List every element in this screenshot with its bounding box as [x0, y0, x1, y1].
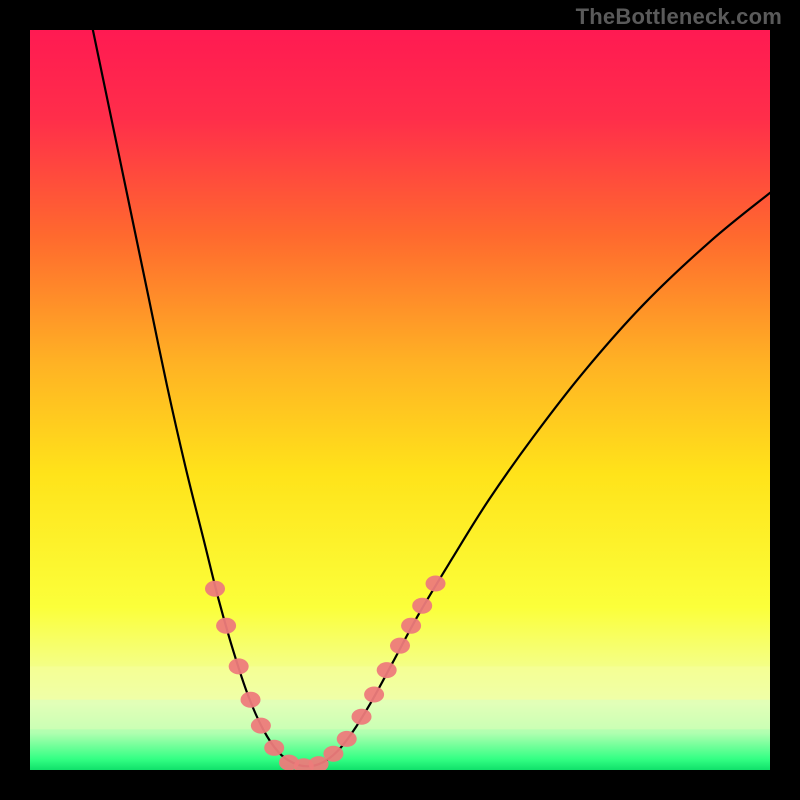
curve-marker-5 — [264, 740, 284, 756]
bottleneck-curve-chart — [30, 30, 770, 770]
curve-marker-16 — [412, 598, 432, 614]
curve-marker-13 — [377, 662, 397, 678]
curve-marker-10 — [337, 731, 357, 747]
curve-marker-2 — [229, 658, 249, 674]
curve-marker-9 — [323, 746, 343, 762]
curve-marker-12 — [364, 687, 384, 703]
curve-marker-17 — [426, 576, 446, 592]
chart-plot-area — [30, 30, 770, 770]
curve-marker-15 — [401, 618, 421, 634]
curve-marker-1 — [216, 618, 236, 634]
watermark-text: TheBottleneck.com — [576, 4, 782, 30]
chart-background-gradient — [30, 30, 770, 770]
curve-marker-4 — [251, 718, 271, 734]
chart-band-1 — [30, 700, 770, 730]
curve-marker-3 — [241, 692, 261, 708]
curve-marker-0 — [205, 581, 225, 597]
curve-marker-14 — [390, 638, 410, 654]
curve-marker-11 — [352, 709, 372, 725]
chart-band-0 — [30, 666, 770, 699]
